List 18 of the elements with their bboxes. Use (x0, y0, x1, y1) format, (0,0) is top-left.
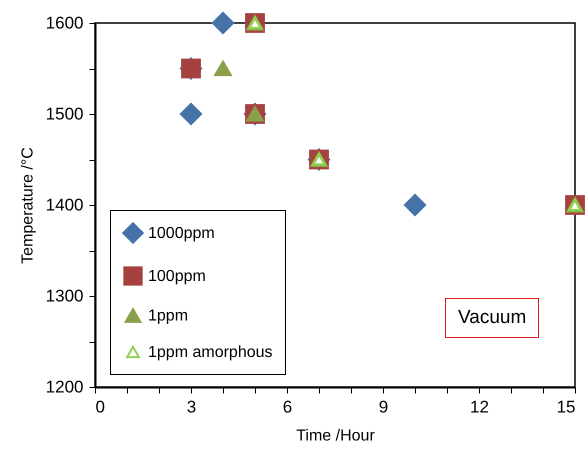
y-tick-label: 1400 (46, 196, 84, 214)
legend-label: 1ppm amorphous (148, 344, 273, 361)
y-tick-label: 1600 (46, 14, 84, 32)
x-tick-label: 12 (470, 398, 489, 416)
x-tick-label: 9 (378, 398, 388, 416)
x-tick-label: 3 (186, 398, 196, 416)
legend-label: 1ppm (148, 308, 188, 324)
x-tick-label: 6 (282, 398, 292, 416)
y-tick-label: 1500 (46, 104, 84, 124)
legend-label: 1000ppm (148, 225, 215, 242)
legend-label: 100ppm (148, 268, 206, 285)
x-axis-title: Time /Hour (296, 428, 376, 444)
annotation: Vacuum (445, 298, 540, 338)
x-tick-label: 15 (556, 398, 576, 416)
x-tick-label: 0 (96, 398, 105, 416)
y-tick-label: 1300 (46, 286, 84, 306)
y-tick-label: 1200 (46, 378, 84, 396)
y-axis-title: Temperature /°C (20, 147, 37, 264)
